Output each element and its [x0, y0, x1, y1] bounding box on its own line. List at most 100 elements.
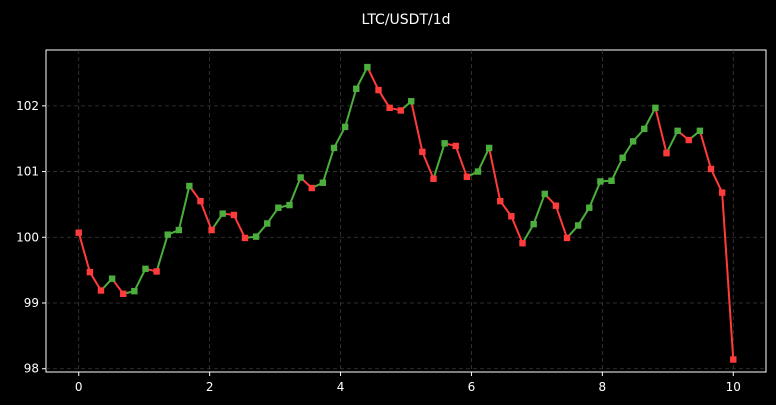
- x-tick-label: 0: [75, 380, 83, 394]
- price-segment: [488, 146, 502, 203]
- x-tick-label: 4: [337, 380, 345, 394]
- price-point: [430, 175, 437, 182]
- price-segment: [510, 215, 524, 245]
- price-point: [386, 104, 393, 112]
- price-point: [131, 287, 138, 295]
- price-point: [241, 234, 249, 242]
- price-point: [252, 233, 260, 240]
- price-point: [707, 165, 715, 173]
- price-point: [452, 142, 459, 150]
- price-point: [619, 154, 626, 161]
- price-point: [663, 149, 670, 157]
- price-point: [441, 140, 448, 147]
- price-point: [641, 125, 648, 133]
- price-segment: [333, 125, 347, 149]
- price-series: [75, 63, 737, 363]
- x-tick-label: 8: [599, 380, 607, 394]
- price-point: [86, 268, 94, 276]
- y-tick-label: 99: [24, 296, 39, 310]
- price-point: [563, 234, 571, 242]
- price-point: [142, 265, 149, 273]
- price-point: [718, 189, 726, 196]
- price-point: [341, 123, 349, 131]
- price-point: [397, 107, 404, 114]
- price-point: [108, 275, 116, 282]
- price-point: [485, 144, 493, 152]
- price-point: [474, 168, 482, 175]
- price-point: [120, 290, 127, 297]
- price-point: [674, 127, 681, 135]
- price-point: [75, 229, 82, 236]
- price-segment: [421, 150, 435, 180]
- price-point: [375, 86, 382, 94]
- price-point: [519, 240, 526, 247]
- price-point: [153, 268, 160, 275]
- price-point: [508, 213, 515, 220]
- x-tick-label: 2: [206, 380, 214, 394]
- price-point: [463, 173, 471, 181]
- price-point: [629, 138, 637, 145]
- price-segment: [710, 167, 724, 194]
- price-segment: [177, 185, 191, 232]
- price-segment: [610, 156, 624, 182]
- x-tick-label: 10: [726, 380, 741, 394]
- price-segment: [654, 106, 668, 155]
- price-segment: [288, 176, 302, 207]
- y-tick-label: 101: [16, 165, 39, 179]
- price-segment: [643, 106, 657, 130]
- price-segment: [432, 142, 446, 180]
- price-segment: [410, 100, 424, 153]
- price-point: [264, 220, 271, 227]
- price-segment: [366, 66, 380, 92]
- price-point: [608, 177, 615, 184]
- price-segment: [665, 129, 679, 155]
- y-tick-label: 98: [24, 362, 39, 376]
- price-point: [219, 210, 226, 217]
- y-tick-label: 100: [16, 230, 39, 244]
- price-point: [308, 184, 315, 192]
- price-point: [164, 231, 171, 238]
- price-point: [330, 144, 338, 152]
- axes: 0 2 4 6 8 10 98 99 100 101 102: [16, 99, 741, 394]
- price-segment: [199, 200, 213, 232]
- price-segment: [133, 267, 147, 293]
- price-point: [730, 356, 737, 363]
- price-segment: [698, 129, 713, 170]
- price-point: [586, 204, 593, 211]
- price-segment: [554, 204, 569, 239]
- price-point: [230, 211, 238, 219]
- price-point: [652, 104, 659, 112]
- price-point: [208, 226, 215, 234]
- price-segment: [232, 213, 246, 239]
- price-point: [364, 63, 371, 71]
- price-segment: [77, 231, 91, 274]
- price-segment: [532, 192, 546, 226]
- price-point: [597, 178, 604, 185]
- price-point: [541, 190, 548, 198]
- price-segment: [454, 144, 468, 178]
- price-segment: [155, 233, 169, 273]
- price-segment: [355, 66, 369, 90]
- price-segment: [344, 87, 358, 128]
- price-point: [497, 197, 504, 205]
- price-point: [552, 202, 560, 209]
- price-point: [186, 182, 193, 190]
- price-segment: [321, 146, 335, 184]
- price-point: [419, 148, 426, 156]
- x-tick-label: 6: [468, 380, 476, 394]
- price-point: [408, 98, 415, 105]
- plot-area: [45, 49, 767, 373]
- price-point: [286, 201, 293, 209]
- price-point: [696, 127, 704, 135]
- chart-title: LTC/USDT/1d: [361, 12, 450, 28]
- price-point: [275, 204, 282, 211]
- price-point: [97, 287, 105, 294]
- price-point: [353, 85, 360, 92]
- price-segment: [721, 191, 735, 361]
- price-segment: [588, 180, 602, 209]
- price-point: [530, 220, 537, 228]
- price-point: [319, 179, 327, 186]
- price-point: [574, 222, 582, 229]
- price-point: [685, 136, 692, 144]
